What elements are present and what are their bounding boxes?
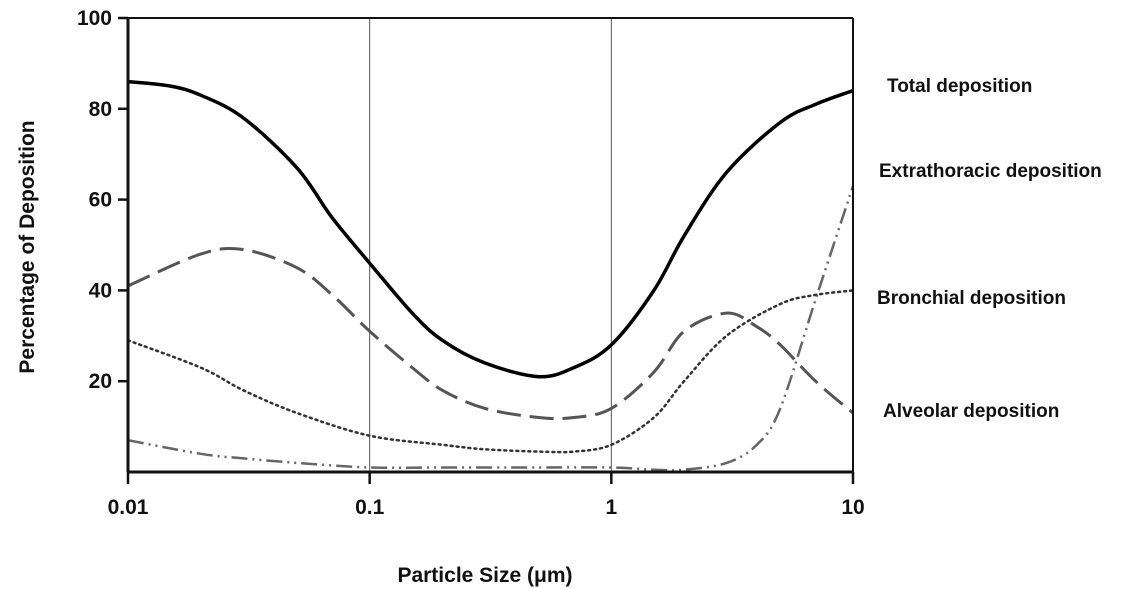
series-lines [126,79,855,472]
x-tick-label-0.1: 0.1 [355,496,385,519]
series-line-extrathoracic-deposition [127,185,855,472]
y-tick-label-80: 80 [89,98,112,121]
series-line-bronchial-deposition [126,289,855,454]
y-tick-label-20: 20 [89,370,112,393]
series-label-bronchial-deposition: Bronchial deposition [877,288,1066,309]
x-tick-label-1: 1 [605,496,617,519]
series-label-alveolar-deposition: Alveolar deposition [883,401,1059,422]
y-tick-label-40: 40 [89,279,112,302]
series-label-total-deposition: Total deposition [887,76,1032,97]
series-labels: Total deposition Extrathoracic deposition… [877,76,1102,422]
axes [118,16,855,484]
y-tick-label-100: 100 [77,7,112,30]
x-tick-label-0.01: 0.01 [108,496,149,519]
plot-area [118,16,855,484]
series-label-extrathoracic-deposition: Extrathoracic deposition [879,161,1102,182]
gridlines [369,18,612,472]
y-tick-label-60: 60 [89,189,112,212]
tick-labels: 20 40 60 80 100 0.01 0.1 1 10 [77,7,865,519]
y-axis-title: Percentage of Deposition [16,120,39,373]
series-line-alveolar-deposition [127,246,854,421]
x-axis-title: Particle Size (μm) [397,564,572,587]
series-line-total-deposition [127,79,854,379]
x-tick-label-10: 10 [841,496,864,519]
